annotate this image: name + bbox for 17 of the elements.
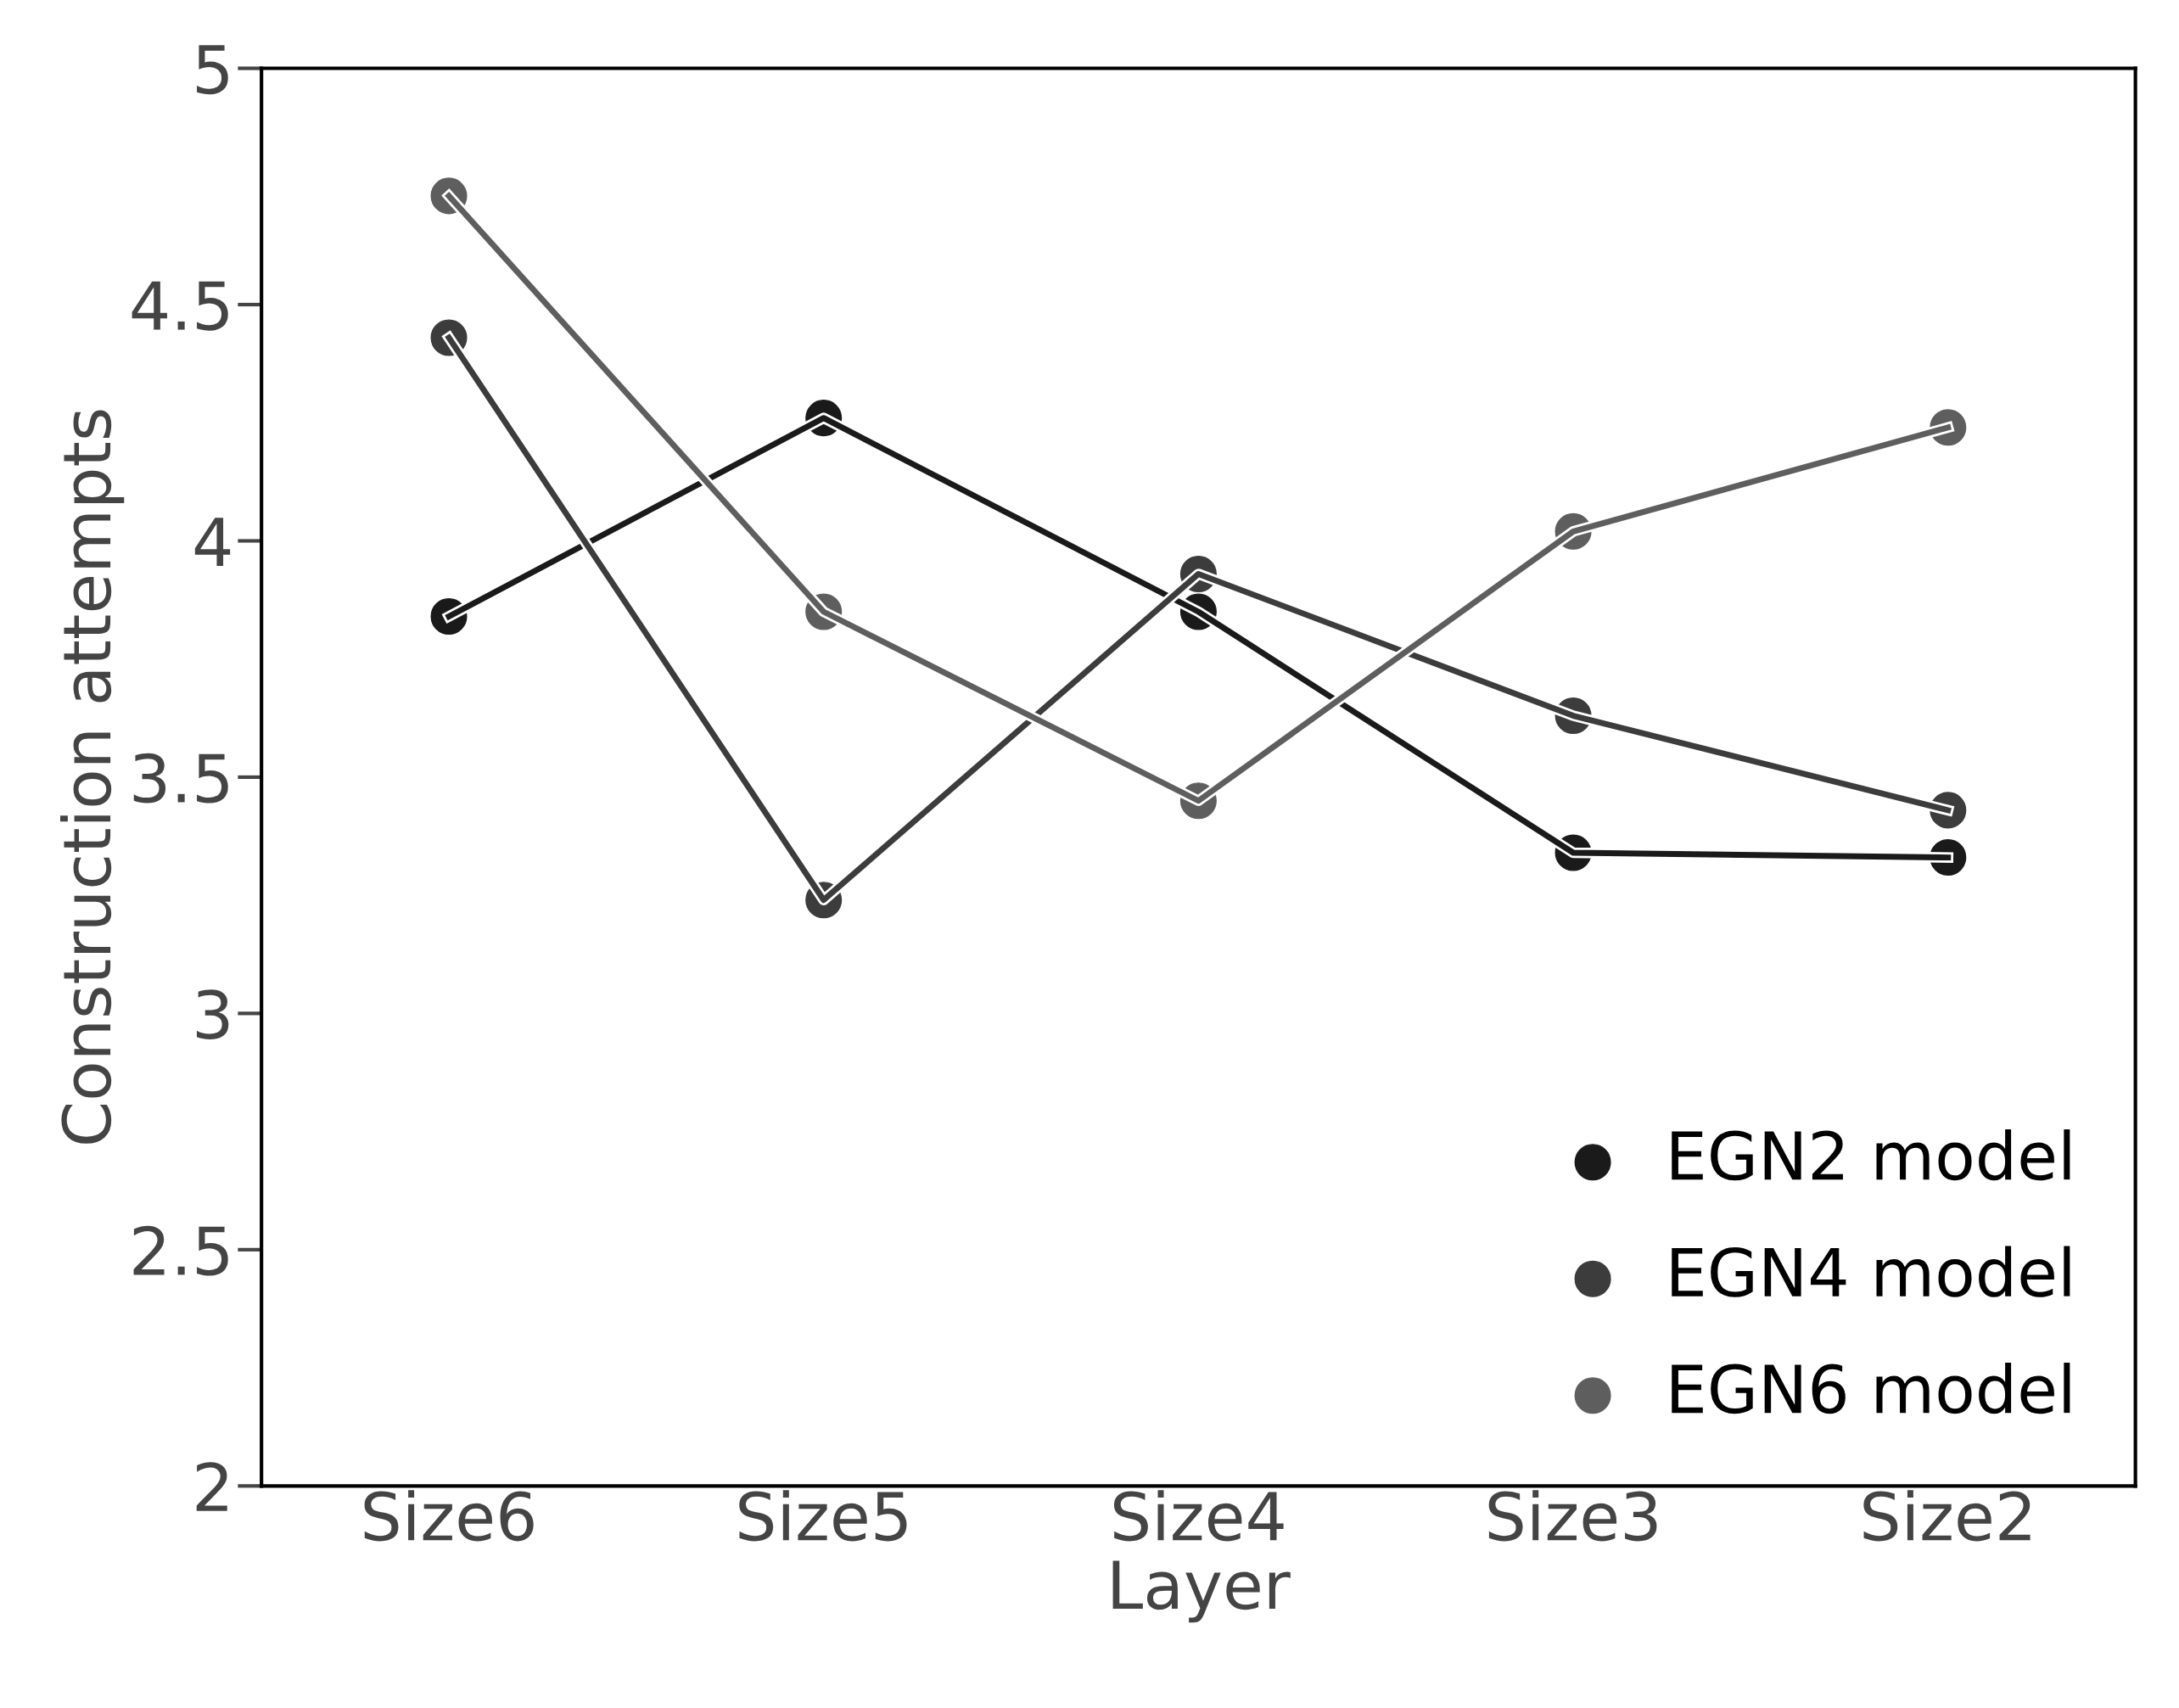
x-axis-title: Layer [1112,1560,1291,1623]
y-tick-label: 5 [197,45,228,95]
x-tick-label: Size5 [739,1490,907,1542]
y-tick-label: 4 [194,518,231,566]
x-tick-label: Size2 [1863,1490,2031,1542]
y-tick-label: 2 [196,1462,227,1511]
x-tick-label: Size3 [1488,1490,1657,1542]
legend-label: EGN4 model [1672,1246,2070,1297]
x-tick-label: Size4 [1113,1490,1284,1542]
y-tick-label: 4.5 [132,281,228,331]
y-tick-label: 3.5 [133,753,228,804]
legend-label: EGN6 model [1672,1363,2070,1414]
y-tick-label: 2.5 [133,1225,228,1276]
y-axis-title: Construction attempts [60,410,125,1144]
x-tick-label: Size6 [364,1490,534,1542]
legend-label: EGN2 model [1672,1129,2070,1181]
y-tick-label: 3 [196,989,229,1040]
